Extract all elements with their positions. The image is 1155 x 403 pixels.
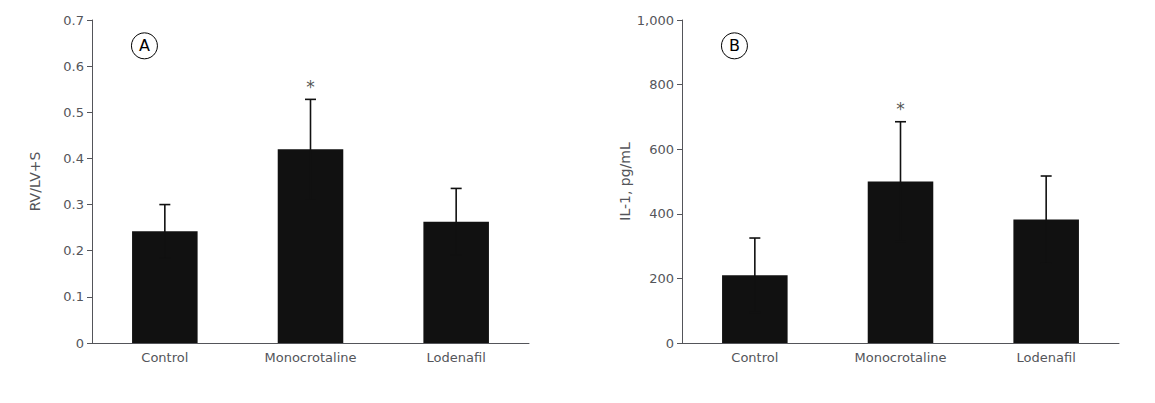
svg-text:Control: Control: [731, 350, 778, 365]
svg-text:0.2: 0.2: [63, 243, 84, 258]
svg-text:0.3: 0.3: [63, 197, 84, 212]
svg-text:600: 600: [649, 142, 674, 157]
svg-text:800: 800: [649, 77, 674, 92]
svg-text:IL-1, pg/mL: IL-1, pg/mL: [617, 142, 633, 221]
svg-text:Lodenafil: Lodenafil: [427, 350, 486, 365]
svg-text:0.4: 0.4: [63, 151, 84, 166]
svg-text:0.5: 0.5: [63, 105, 84, 120]
svg-text:*: *: [896, 99, 905, 119]
svg-text:0.1: 0.1: [63, 289, 84, 304]
svg-text:200: 200: [649, 271, 674, 286]
svg-text:400: 400: [649, 206, 674, 221]
svg-text:*: *: [306, 77, 315, 97]
svg-text:Monocrotaline: Monocrotaline: [264, 350, 356, 365]
svg-text:0: 0: [76, 336, 84, 351]
svg-text:A: A: [139, 36, 150, 55]
svg-text:RV/LV+S: RV/LV+S: [27, 152, 43, 212]
svg-text:Monocrotaline: Monocrotaline: [854, 350, 946, 365]
svg-text:B: B: [729, 36, 740, 55]
svg-text:0.6: 0.6: [63, 59, 84, 74]
svg-text:0.7: 0.7: [63, 13, 84, 28]
svg-text:1,000: 1,000: [637, 13, 674, 28]
svg-text:Control: Control: [141, 350, 188, 365]
svg-text:Lodenafil: Lodenafil: [1017, 350, 1076, 365]
svg-text:0: 0: [666, 336, 674, 351]
